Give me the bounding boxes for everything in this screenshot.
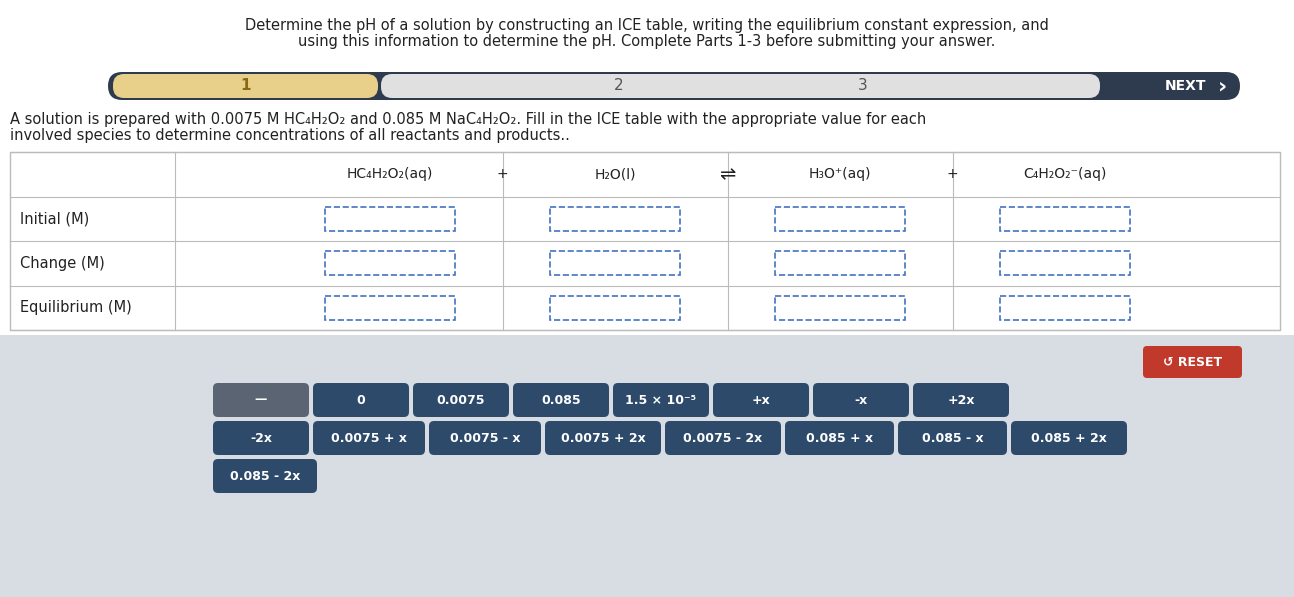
Text: +: + [947,167,959,181]
FancyBboxPatch shape [545,421,661,455]
Text: 1.5 × 10⁻⁵: 1.5 × 10⁻⁵ [625,393,696,407]
FancyBboxPatch shape [613,383,709,417]
Text: using this information to determine the pH. Complete Parts 1-3 before submitting: using this information to determine the … [299,34,995,49]
Bar [10,152,1280,330]
Text: Equilibrium (M): Equilibrium (M) [19,300,132,315]
FancyBboxPatch shape [1011,421,1127,455]
FancyBboxPatch shape [313,383,409,417]
FancyBboxPatch shape [775,251,905,275]
Text: Determine the pH of a solution by constructing an ICE table, writing the equilib: Determine the pH of a solution by constr… [245,18,1049,33]
FancyBboxPatch shape [325,251,455,275]
FancyBboxPatch shape [113,74,378,98]
Bar [0,335,1294,597]
Text: H₃O⁺(aq): H₃O⁺(aq) [809,167,871,181]
Text: 2: 2 [613,78,624,94]
FancyBboxPatch shape [325,296,455,320]
Text: +: + [497,167,509,181]
Text: 0.085 + x: 0.085 + x [806,432,873,445]
FancyBboxPatch shape [325,207,455,231]
Text: ›: › [1218,76,1227,96]
FancyBboxPatch shape [550,207,681,231]
FancyBboxPatch shape [430,421,541,455]
FancyBboxPatch shape [313,421,424,455]
Text: 0.085 - 2x: 0.085 - 2x [230,469,300,482]
FancyBboxPatch shape [813,383,908,417]
Text: +2x: +2x [947,393,974,407]
FancyBboxPatch shape [1000,251,1130,275]
Text: 0.085 - x: 0.085 - x [921,432,983,445]
Text: Change (M): Change (M) [19,256,105,271]
Text: HC₄H₂O₂(aq): HC₄H₂O₂(aq) [347,167,433,181]
Text: 0.0075: 0.0075 [437,393,485,407]
Text: Initial (M): Initial (M) [19,211,89,226]
Text: 0.0075 + 2x: 0.0075 + 2x [560,432,646,445]
FancyBboxPatch shape [775,207,905,231]
Text: 3: 3 [858,78,867,94]
Text: involved species to determine concentrations of all reactants and products..: involved species to determine concentrat… [10,128,569,143]
Text: C₄H₂O₂⁻(aq): C₄H₂O₂⁻(aq) [1024,167,1106,181]
Text: 1: 1 [241,78,251,94]
Text: 0: 0 [357,393,365,407]
FancyBboxPatch shape [775,296,905,320]
FancyBboxPatch shape [413,383,509,417]
Text: 0.0075 + x: 0.0075 + x [331,432,408,445]
FancyBboxPatch shape [550,251,681,275]
FancyBboxPatch shape [713,383,809,417]
FancyBboxPatch shape [214,459,317,493]
Text: +x: +x [752,393,770,407]
FancyBboxPatch shape [550,296,681,320]
Text: —: — [255,393,267,407]
FancyBboxPatch shape [898,421,1007,455]
Text: -2x: -2x [250,432,272,445]
Text: 0.085: 0.085 [541,393,581,407]
FancyBboxPatch shape [380,74,1100,98]
Text: H₂O(l): H₂O(l) [594,167,635,181]
Text: ↺ RESET: ↺ RESET [1163,355,1222,368]
Text: A solution is prepared with 0.0075 M HC₄H₂O₂ and 0.085 M NaC₄H₂O₂. Fill in the I: A solution is prepared with 0.0075 M HC₄… [10,112,927,127]
FancyBboxPatch shape [512,383,609,417]
Text: NEXT: NEXT [1165,79,1206,93]
FancyBboxPatch shape [785,421,894,455]
FancyBboxPatch shape [1000,207,1130,231]
FancyBboxPatch shape [1143,346,1242,378]
FancyBboxPatch shape [107,72,1240,100]
Text: ⇌: ⇌ [719,165,736,184]
Text: 0.085 + 2x: 0.085 + 2x [1031,432,1106,445]
FancyBboxPatch shape [214,383,309,417]
FancyBboxPatch shape [665,421,782,455]
Text: 0.0075 - x: 0.0075 - x [450,432,520,445]
Text: -x: -x [854,393,867,407]
FancyBboxPatch shape [214,421,309,455]
Text: 0.0075 - 2x: 0.0075 - 2x [683,432,762,445]
FancyBboxPatch shape [1000,296,1130,320]
FancyBboxPatch shape [914,383,1009,417]
